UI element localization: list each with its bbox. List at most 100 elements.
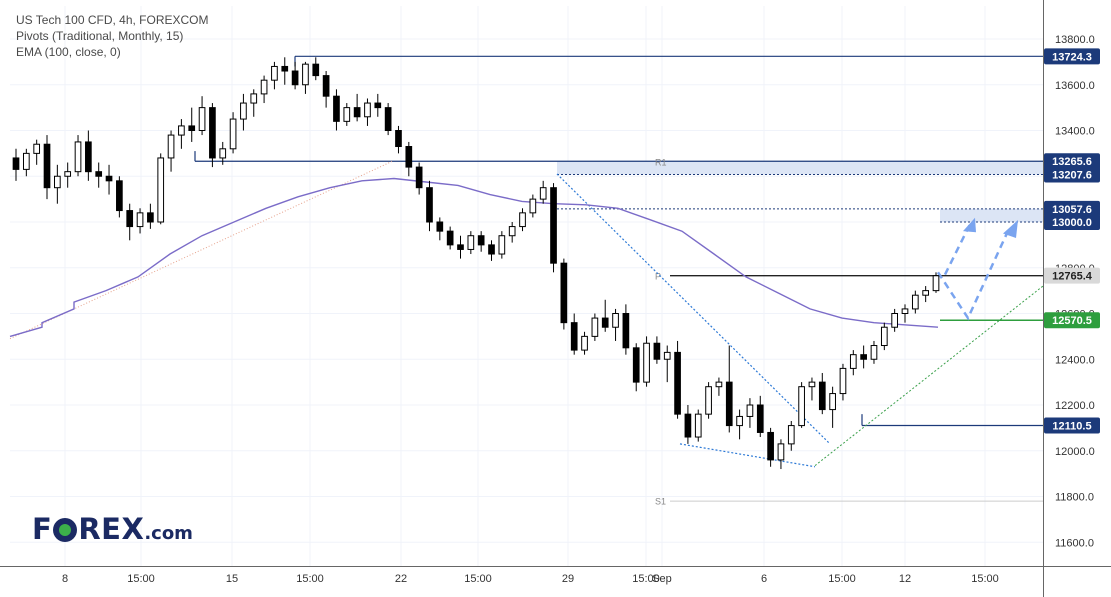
x-tick-label: 15 — [226, 573, 238, 585]
candle — [477, 231, 485, 252]
candle — [849, 350, 857, 376]
y-tick-label: 12400.0 — [1055, 354, 1095, 366]
candle — [250, 89, 258, 117]
candle-body-up — [250, 93, 258, 104]
ema-line — [9, 177, 939, 338]
candle-body-down — [126, 210, 134, 228]
price-label: 13057.6 — [1044, 200, 1100, 217]
x-tick-label: 15:00 — [828, 573, 856, 585]
candle — [829, 386, 836, 428]
candle-body-down — [860, 354, 867, 360]
candle — [281, 57, 289, 85]
price-label-box — [1044, 214, 1100, 230]
candle-body-up — [612, 313, 619, 328]
candle-body-up — [271, 65, 278, 81]
candle — [591, 313, 599, 341]
pivot-p-label: P — [655, 271, 661, 281]
candle-body-down — [353, 107, 361, 118]
candle — [291, 61, 299, 90]
projection-path-right — [936, 226, 1012, 321]
candle — [787, 421, 795, 451]
candle — [33, 139, 41, 165]
candle-body-down — [457, 244, 464, 250]
candle — [488, 240, 495, 261]
candle-body-up — [519, 212, 526, 228]
candle — [105, 164, 113, 195]
pivot-r1-label: R1 — [655, 158, 667, 168]
candle — [126, 203, 134, 241]
price-label-text: 13000.0 — [1052, 217, 1092, 229]
x-tick-label: 15:00 — [296, 573, 324, 585]
candle — [209, 103, 216, 168]
resistance-zone-lower — [940, 208, 1043, 222]
candle — [705, 382, 712, 419]
y-tick-label: 11600.0 — [1055, 537, 1094, 549]
candle — [426, 180, 433, 232]
candle — [818, 372, 826, 415]
price-levels: R1 P S1 — [194, 55, 1043, 507]
x-tick-label: 6 — [761, 573, 767, 585]
candle — [767, 427, 774, 467]
candle — [302, 61, 309, 94]
candle — [932, 272, 940, 293]
candle-body-down — [415, 166, 423, 189]
candle-body-down — [209, 107, 216, 159]
grid-lines — [10, 6, 1043, 566]
price-label-box — [1044, 166, 1100, 183]
candle — [74, 135, 82, 177]
y-tick-label: 12000.0 — [1055, 446, 1095, 458]
candle — [260, 75, 268, 104]
y-tick-label: 11800.0 — [1055, 492, 1094, 504]
candle-body-up — [260, 79, 268, 95]
candlestick-series — [12, 57, 940, 470]
candle — [446, 226, 454, 250]
candle — [529, 194, 537, 218]
logo-rex: REX — [78, 512, 145, 546]
candle-body-down — [384, 107, 392, 131]
candle — [880, 322, 888, 351]
candle-body-down — [477, 235, 485, 246]
candle-body-up — [529, 198, 537, 214]
price-label: 13207.6 — [1044, 166, 1100, 183]
price-label-text: 13724.3 — [1052, 51, 1092, 63]
candle-body-up — [901, 308, 909, 314]
candle — [85, 130, 92, 181]
candle-body-up — [839, 367, 847, 395]
x-tick-label: Sep — [652, 573, 672, 585]
candle — [519, 208, 526, 232]
y-tick-label: 13600.0 — [1055, 80, 1095, 92]
candle-body-up — [787, 425, 795, 445]
ema-path — [9, 177, 939, 338]
candle-body-up — [849, 354, 857, 369]
candle-body-down — [374, 102, 382, 109]
candle-body-up — [219, 148, 227, 159]
candle-body-up — [157, 157, 165, 223]
candle-body-up — [891, 313, 898, 328]
candle — [395, 125, 402, 154]
candle — [581, 331, 588, 355]
price-label-box — [1044, 48, 1100, 65]
candle-body-up — [829, 393, 836, 411]
legend-pivots: Pivots (Traditional, Monthly, 15) — [16, 29, 184, 43]
candle-body-down — [85, 141, 92, 173]
candle — [219, 141, 227, 165]
candle-body-up — [777, 443, 785, 461]
x-tick-label: 22 — [395, 573, 407, 585]
candle-body-down — [622, 313, 630, 349]
candle-body-up — [229, 118, 237, 150]
candle — [384, 103, 392, 136]
price-label: 13265.6 — [1044, 153, 1100, 170]
candle-body-up — [364, 102, 371, 118]
candle-body-up — [911, 294, 919, 310]
candle — [539, 180, 547, 204]
candle — [684, 405, 692, 444]
candle-body-down — [446, 230, 454, 246]
price-label-text: 13207.6 — [1052, 170, 1092, 182]
projection-path-left — [943, 223, 972, 276]
price-label: 13724.3 — [1044, 48, 1100, 65]
candle-body-up — [746, 404, 754, 417]
candle — [839, 363, 847, 401]
candle — [746, 398, 754, 428]
candle — [674, 340, 681, 419]
